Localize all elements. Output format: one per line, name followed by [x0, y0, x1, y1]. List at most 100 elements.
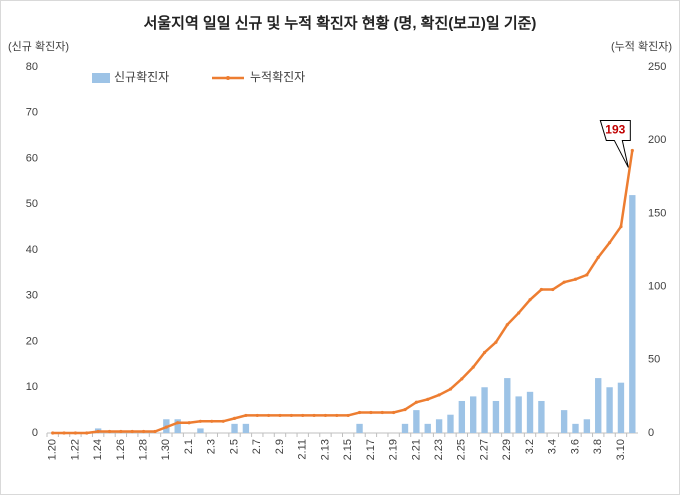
- line-marker: [403, 407, 407, 412]
- bar: [526, 391, 534, 433]
- bar: [174, 419, 181, 433]
- legend-swatch: [226, 76, 230, 80]
- bar: [481, 387, 488, 433]
- y2-tick-label: 100: [648, 281, 666, 293]
- bar: [458, 400, 466, 433]
- x-tick-label: 2.29: [501, 439, 513, 460]
- y-tick-label: 20: [26, 335, 38, 347]
- x-tick-label: 2.5: [228, 439, 240, 454]
- bar: [447, 414, 454, 433]
- bar: [424, 423, 431, 433]
- line-marker: [505, 323, 509, 327]
- x-tick-label: 1.28: [138, 439, 150, 460]
- line-marker: [267, 413, 271, 418]
- line-marker: [73, 431, 78, 435]
- y-tick-label: 80: [26, 61, 38, 73]
- bar: [538, 400, 545, 433]
- line-marker: [312, 413, 316, 418]
- line-marker: [619, 224, 623, 229]
- x-tick-label: 2.9: [274, 439, 286, 454]
- line-marker: [142, 429, 146, 434]
- x-tick-label: 1.20: [47, 439, 59, 460]
- y2-axis-label: (누적 확진자): [611, 40, 672, 53]
- line-marker: [221, 419, 225, 423]
- line-marker: [289, 413, 293, 418]
- y-tick-label: 70: [26, 107, 38, 119]
- x-tick-label: 2.3: [206, 439, 218, 454]
- x-tick-label: 3.10: [615, 439, 627, 460]
- y-tick-label: 60: [26, 152, 38, 164]
- x-tick-label: 3.4: [547, 439, 559, 454]
- x-tick-label: 2.25: [456, 439, 468, 460]
- bar: [435, 419, 443, 433]
- line-marker: [573, 277, 578, 281]
- bar: [583, 419, 591, 433]
- line-marker: [539, 287, 543, 292]
- line-marker: [107, 429, 112, 434]
- line-marker: [278, 413, 282, 418]
- x-tick-label: 3.6: [569, 439, 581, 454]
- y-tick-label: 40: [26, 244, 38, 256]
- y2-tick-label: 250: [648, 61, 666, 73]
- line-marker: [471, 365, 475, 369]
- line-marker: [607, 241, 612, 245]
- line-marker: [335, 413, 339, 418]
- x-tick-label: 1.26: [115, 439, 127, 460]
- x-tick-label: 1.22: [69, 439, 81, 460]
- bar: [356, 423, 363, 433]
- line-marker: [380, 410, 384, 415]
- line-marker: [437, 393, 441, 397]
- line-marker: [255, 413, 259, 418]
- line-marker: [460, 377, 464, 381]
- x-tick-label: 2.21: [410, 439, 422, 460]
- y-tick-label: 10: [26, 381, 38, 393]
- line-marker: [346, 413, 350, 418]
- line-marker: [301, 413, 305, 418]
- legend-swatch: [92, 73, 110, 83]
- bar: [572, 423, 579, 433]
- bar: [231, 423, 238, 433]
- x-tick-label: 3.2: [524, 439, 536, 454]
- line-marker: [187, 421, 191, 425]
- line-marker: [62, 431, 66, 435]
- x-tick-label: 2.13: [319, 439, 331, 460]
- bar: [595, 378, 602, 433]
- x-tick-label: 2.1: [183, 439, 195, 454]
- x-tick-label: 3.8: [592, 439, 604, 454]
- line-marker: [596, 255, 600, 259]
- bar: [504, 378, 511, 433]
- x-tick-label: 2.19: [388, 439, 400, 460]
- bar: [401, 423, 409, 433]
- bar: [515, 396, 522, 433]
- line-marker: [494, 340, 498, 344]
- line-marker: [153, 429, 157, 434]
- line-marker: [369, 410, 373, 415]
- line-marker: [210, 419, 214, 423]
- line-marker: [448, 387, 453, 391]
- bar: [413, 410, 420, 433]
- bar: [629, 195, 636, 433]
- line-marker: [414, 400, 418, 404]
- bar: [606, 387, 613, 433]
- y2-tick-label: 150: [648, 207, 666, 219]
- x-tick-label: 2.11: [297, 439, 309, 460]
- callout: [599, 119, 631, 168]
- line-marker: [176, 421, 180, 425]
- line-marker: [482, 350, 487, 355]
- bar: [470, 396, 477, 433]
- chart-title: 서울지역 일일 신규 및 누적 확진자 현황 (명, 확진(보고)일 기준): [144, 14, 537, 32]
- y-tick-label: 30: [26, 290, 38, 302]
- line-marker: [130, 429, 134, 434]
- line-marker: [426, 397, 430, 401]
- legend-label: 신규확진자: [114, 70, 169, 84]
- bar: [242, 423, 250, 433]
- bar: [560, 410, 568, 433]
- line-marker: [244, 413, 248, 418]
- x-tick-label: 1.24: [92, 439, 104, 460]
- line-marker: [232, 416, 237, 420]
- y-axis-label: (신규 확진자): [8, 40, 69, 53]
- line-marker: [562, 280, 566, 284]
- data-label: 193: [605, 123, 625, 137]
- bar: [197, 428, 204, 433]
- line-marker: [164, 425, 168, 429]
